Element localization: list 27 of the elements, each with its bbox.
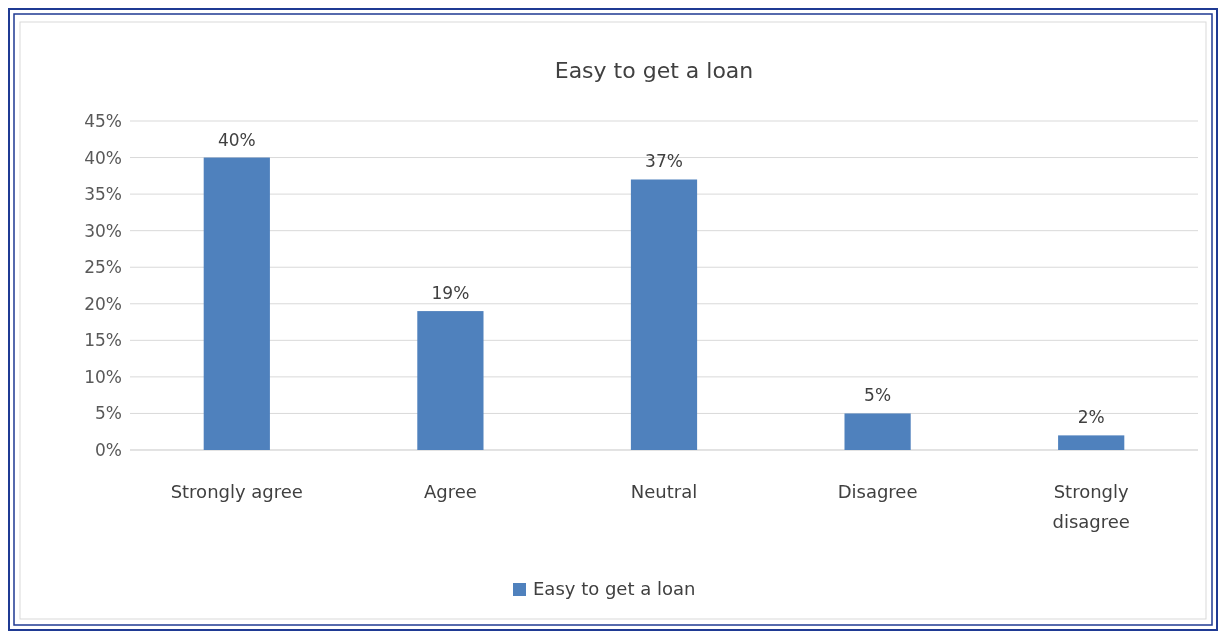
- y-tick-label: 20%: [84, 293, 122, 314]
- x-tick-label: Disagree: [837, 481, 918, 502]
- y-tick-label: 5%: [95, 403, 122, 424]
- bar: [630, 179, 698, 450]
- y-tick-label: 45%: [84, 110, 122, 131]
- x-tick-label: Strongly agree: [170, 481, 303, 502]
- legend-label: Easy to get a loan: [533, 578, 696, 600]
- data-label: 40%: [217, 129, 256, 150]
- y-tick-label: 25%: [84, 257, 122, 278]
- data-label: 2%: [1077, 407, 1105, 428]
- data-label: 5%: [864, 385, 892, 406]
- x-tick-label: Agree: [423, 481, 477, 502]
- data-label: 19%: [431, 283, 470, 304]
- x-tick-label: Neutral: [630, 481, 698, 502]
- chart-title: Easy to get a loan: [554, 58, 754, 83]
- y-tick-label: 15%: [84, 330, 122, 351]
- y-tick-label: 30%: [84, 220, 122, 241]
- bar: [1058, 435, 1125, 450]
- y-tick-label: 0%: [95, 439, 122, 460]
- data-label: 37%: [645, 151, 683, 172]
- y-tick-label: 10%: [84, 366, 122, 387]
- y-tick-label: 40%: [84, 147, 122, 168]
- y-tick-label: 35%: [84, 184, 122, 205]
- x-tick-label: Strongly disagree: [1052, 481, 1130, 532]
- bar: [417, 311, 484, 450]
- bar: [203, 157, 270, 450]
- bar: [844, 413, 911, 450]
